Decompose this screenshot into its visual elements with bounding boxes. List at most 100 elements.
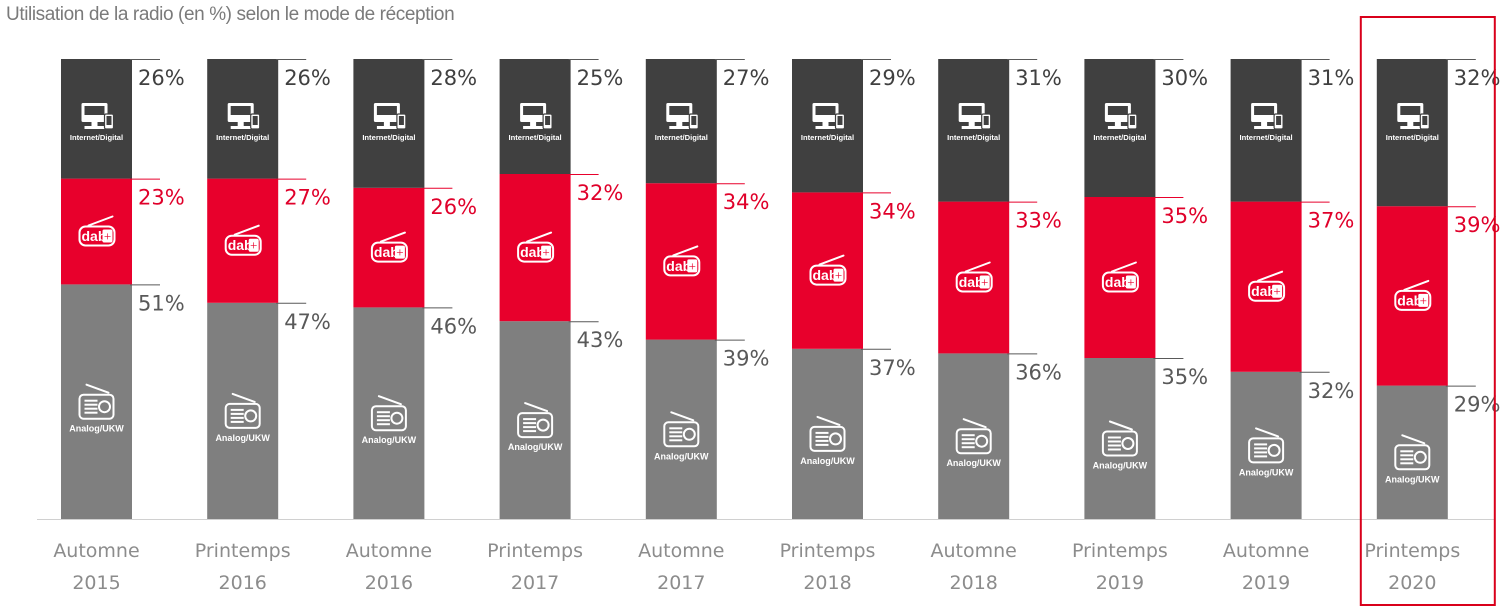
- category-year-label: 2017: [657, 572, 705, 594]
- value-label: 31%: [1308, 66, 1355, 90]
- bar-group: 46%Analog/UKW26%dab+28%Internet/DigitalA…: [346, 59, 477, 594]
- dab-antenna: [818, 254, 845, 266]
- value-label: 26%: [138, 66, 185, 90]
- value-label: 36%: [1015, 360, 1062, 384]
- value-label: 26%: [284, 66, 331, 90]
- dab-outline: [1248, 280, 1286, 302]
- dab-outline: [517, 241, 555, 263]
- value-label: 32%: [577, 181, 624, 205]
- radio-body: [1101, 430, 1138, 457]
- internet-icon-label: Internet/Digital: [70, 133, 123, 142]
- internet-icon-label: Internet/Digital: [1093, 133, 1146, 142]
- value-label: 27%: [284, 186, 331, 210]
- analog-icon-label: Analog/UKW: [1385, 474, 1440, 484]
- radio-antenna: [962, 418, 987, 429]
- dab-plus-radio-icon: dab+: [517, 231, 555, 263]
- bar-segment-dab: [645, 183, 717, 340]
- dab-antenna: [672, 245, 699, 257]
- monitor-neck: [237, 122, 244, 126]
- bar-group: 39%Analog/UKW34%dab+27%Internet/DigitalA…: [638, 59, 769, 594]
- monitor-base: [1400, 126, 1421, 129]
- radio-antenna: [670, 411, 695, 422]
- monitor-base: [376, 126, 397, 129]
- computer-monitor-icon: [1104, 103, 1138, 130]
- dab-text: dab: [666, 258, 691, 274]
- dab-outline: [1394, 289, 1432, 311]
- bar-segment-dab: [353, 187, 425, 308]
- dab-antenna: [964, 261, 991, 273]
- radio-body: [1248, 437, 1285, 464]
- phone-screen: [1129, 116, 1135, 125]
- bar-group: 35%Analog/UKW35%dab+30%Internet/DigitalP…: [1072, 59, 1208, 594]
- value-label: 39%: [1454, 213, 1501, 237]
- analog-radio-icon: [955, 418, 992, 455]
- dab-antenna: [526, 231, 553, 243]
- phone-screen: [106, 116, 112, 125]
- bar-segment-internet: [1230, 59, 1302, 202]
- monitor-screen: [1107, 106, 1128, 115]
- category-label: Printemps: [487, 540, 583, 562]
- dab-antenna: [1403, 279, 1430, 291]
- radio-dial: [536, 418, 550, 432]
- analog-icon-label: Analog/UKW: [946, 458, 1001, 468]
- monitor-base: [1254, 126, 1275, 129]
- dab-text: dab: [228, 237, 253, 253]
- computer-monitor-icon: [1397, 103, 1430, 130]
- monitor-base: [669, 126, 690, 129]
- dab-text: dab: [520, 244, 545, 260]
- analog-icon-label: Analog/UKW: [508, 442, 563, 452]
- bar-segment-dab: [61, 178, 132, 285]
- category-year-label: 2017: [511, 572, 559, 594]
- category-label: Automne: [638, 540, 724, 562]
- dab-plus-sign: +: [250, 238, 257, 253]
- internet-icon-label: Internet/Digital: [1386, 133, 1439, 142]
- bar-segment-dab: [1376, 206, 1448, 386]
- value-label: 33%: [1015, 209, 1062, 233]
- dab-plus-sign: +: [1127, 275, 1134, 290]
- monitor-screen: [815, 106, 836, 115]
- dab-plus-box: [541, 245, 552, 259]
- radio-dial: [829, 432, 842, 446]
- chart-title: Utilisation de la radio (en %) selon le …: [6, 4, 455, 25]
- dab-plus-box: [1418, 293, 1429, 307]
- monitor-neck: [1261, 122, 1268, 126]
- computer-monitor-icon: [666, 103, 699, 130]
- value-label: 37%: [1308, 209, 1355, 233]
- monitor-neck: [1114, 122, 1121, 126]
- dab-antenna: [233, 224, 260, 236]
- analog-icon-label: Analog/UKW: [1093, 461, 1148, 471]
- dab-plus-sign: +: [835, 268, 842, 283]
- category-year-label: 2016: [365, 572, 413, 594]
- bar-group: 47%Analog/UKW27%dab+26%Internet/DigitalP…: [195, 59, 331, 594]
- radio-dial: [1413, 450, 1427, 464]
- radio-dial: [975, 434, 989, 448]
- dab-plus-sign: +: [396, 245, 403, 260]
- dab-text: dab: [374, 244, 399, 260]
- monitor-neck: [968, 122, 975, 126]
- internet-icon-label: Internet/Digital: [362, 133, 415, 142]
- dab-text: dab: [1251, 283, 1276, 299]
- monitor-screen: [376, 106, 397, 115]
- category-label: Printemps: [1072, 540, 1168, 562]
- radio-antenna: [1401, 434, 1426, 445]
- internet-icon-label: Internet/Digital: [216, 133, 269, 142]
- monitor-base: [961, 126, 982, 129]
- bar-segment-dab: [792, 192, 863, 349]
- bar-group: 36%Analog/UKW33%dab+31%Internet/DigitalA…: [931, 59, 1062, 594]
- dab-plus-sign: +: [1420, 293, 1427, 308]
- radio-body: [517, 412, 554, 439]
- category-year-label: 2019: [1096, 572, 1144, 594]
- value-label: 34%: [723, 190, 770, 214]
- category-label: Automne: [53, 540, 139, 562]
- dab-plus-radio-icon: dab+: [1101, 261, 1139, 293]
- monitor-screen: [1400, 106, 1421, 115]
- dab-plus-radio-icon: dab+: [1248, 270, 1286, 302]
- bar-group: 29%Analog/UKW39%dab+32%Internet/DigitalP…: [1364, 59, 1500, 594]
- dab-antenna: [379, 231, 406, 243]
- analog-icon-label: Analog/UKW: [69, 424, 124, 434]
- monitor-neck: [1407, 122, 1414, 126]
- dab-text: dab: [82, 228, 107, 244]
- radio-body: [663, 421, 700, 448]
- dab-text: dab: [1397, 292, 1422, 308]
- dab-text: dab: [813, 267, 838, 283]
